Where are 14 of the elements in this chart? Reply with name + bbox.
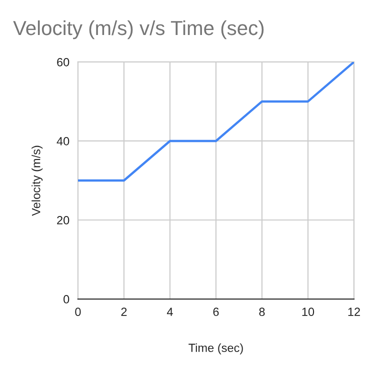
- x-tick-label: 6: [213, 308, 219, 316]
- x-tick-label: 2: [121, 308, 127, 316]
- x-tick-label: 12: [348, 308, 360, 316]
- x-axis-title: Time (sec): [188, 343, 243, 354]
- x-tick-label: 4: [166, 308, 173, 316]
- x-tick-label: 10: [302, 308, 314, 316]
- x-tick-label: 0: [75, 308, 81, 316]
- chart-title: Velocity (m/s) v/s Time (sec): [13, 20, 264, 40]
- y-axis-title: Velocity (m/s): [32, 146, 43, 216]
- y-tick-label: 20: [57, 216, 70, 224]
- y-tick-label: 40: [56, 137, 70, 146]
- x-tick-label: 8: [259, 308, 265, 316]
- y-tick-label: 0: [64, 295, 70, 304]
- y-tick-label: 60: [57, 58, 70, 66]
